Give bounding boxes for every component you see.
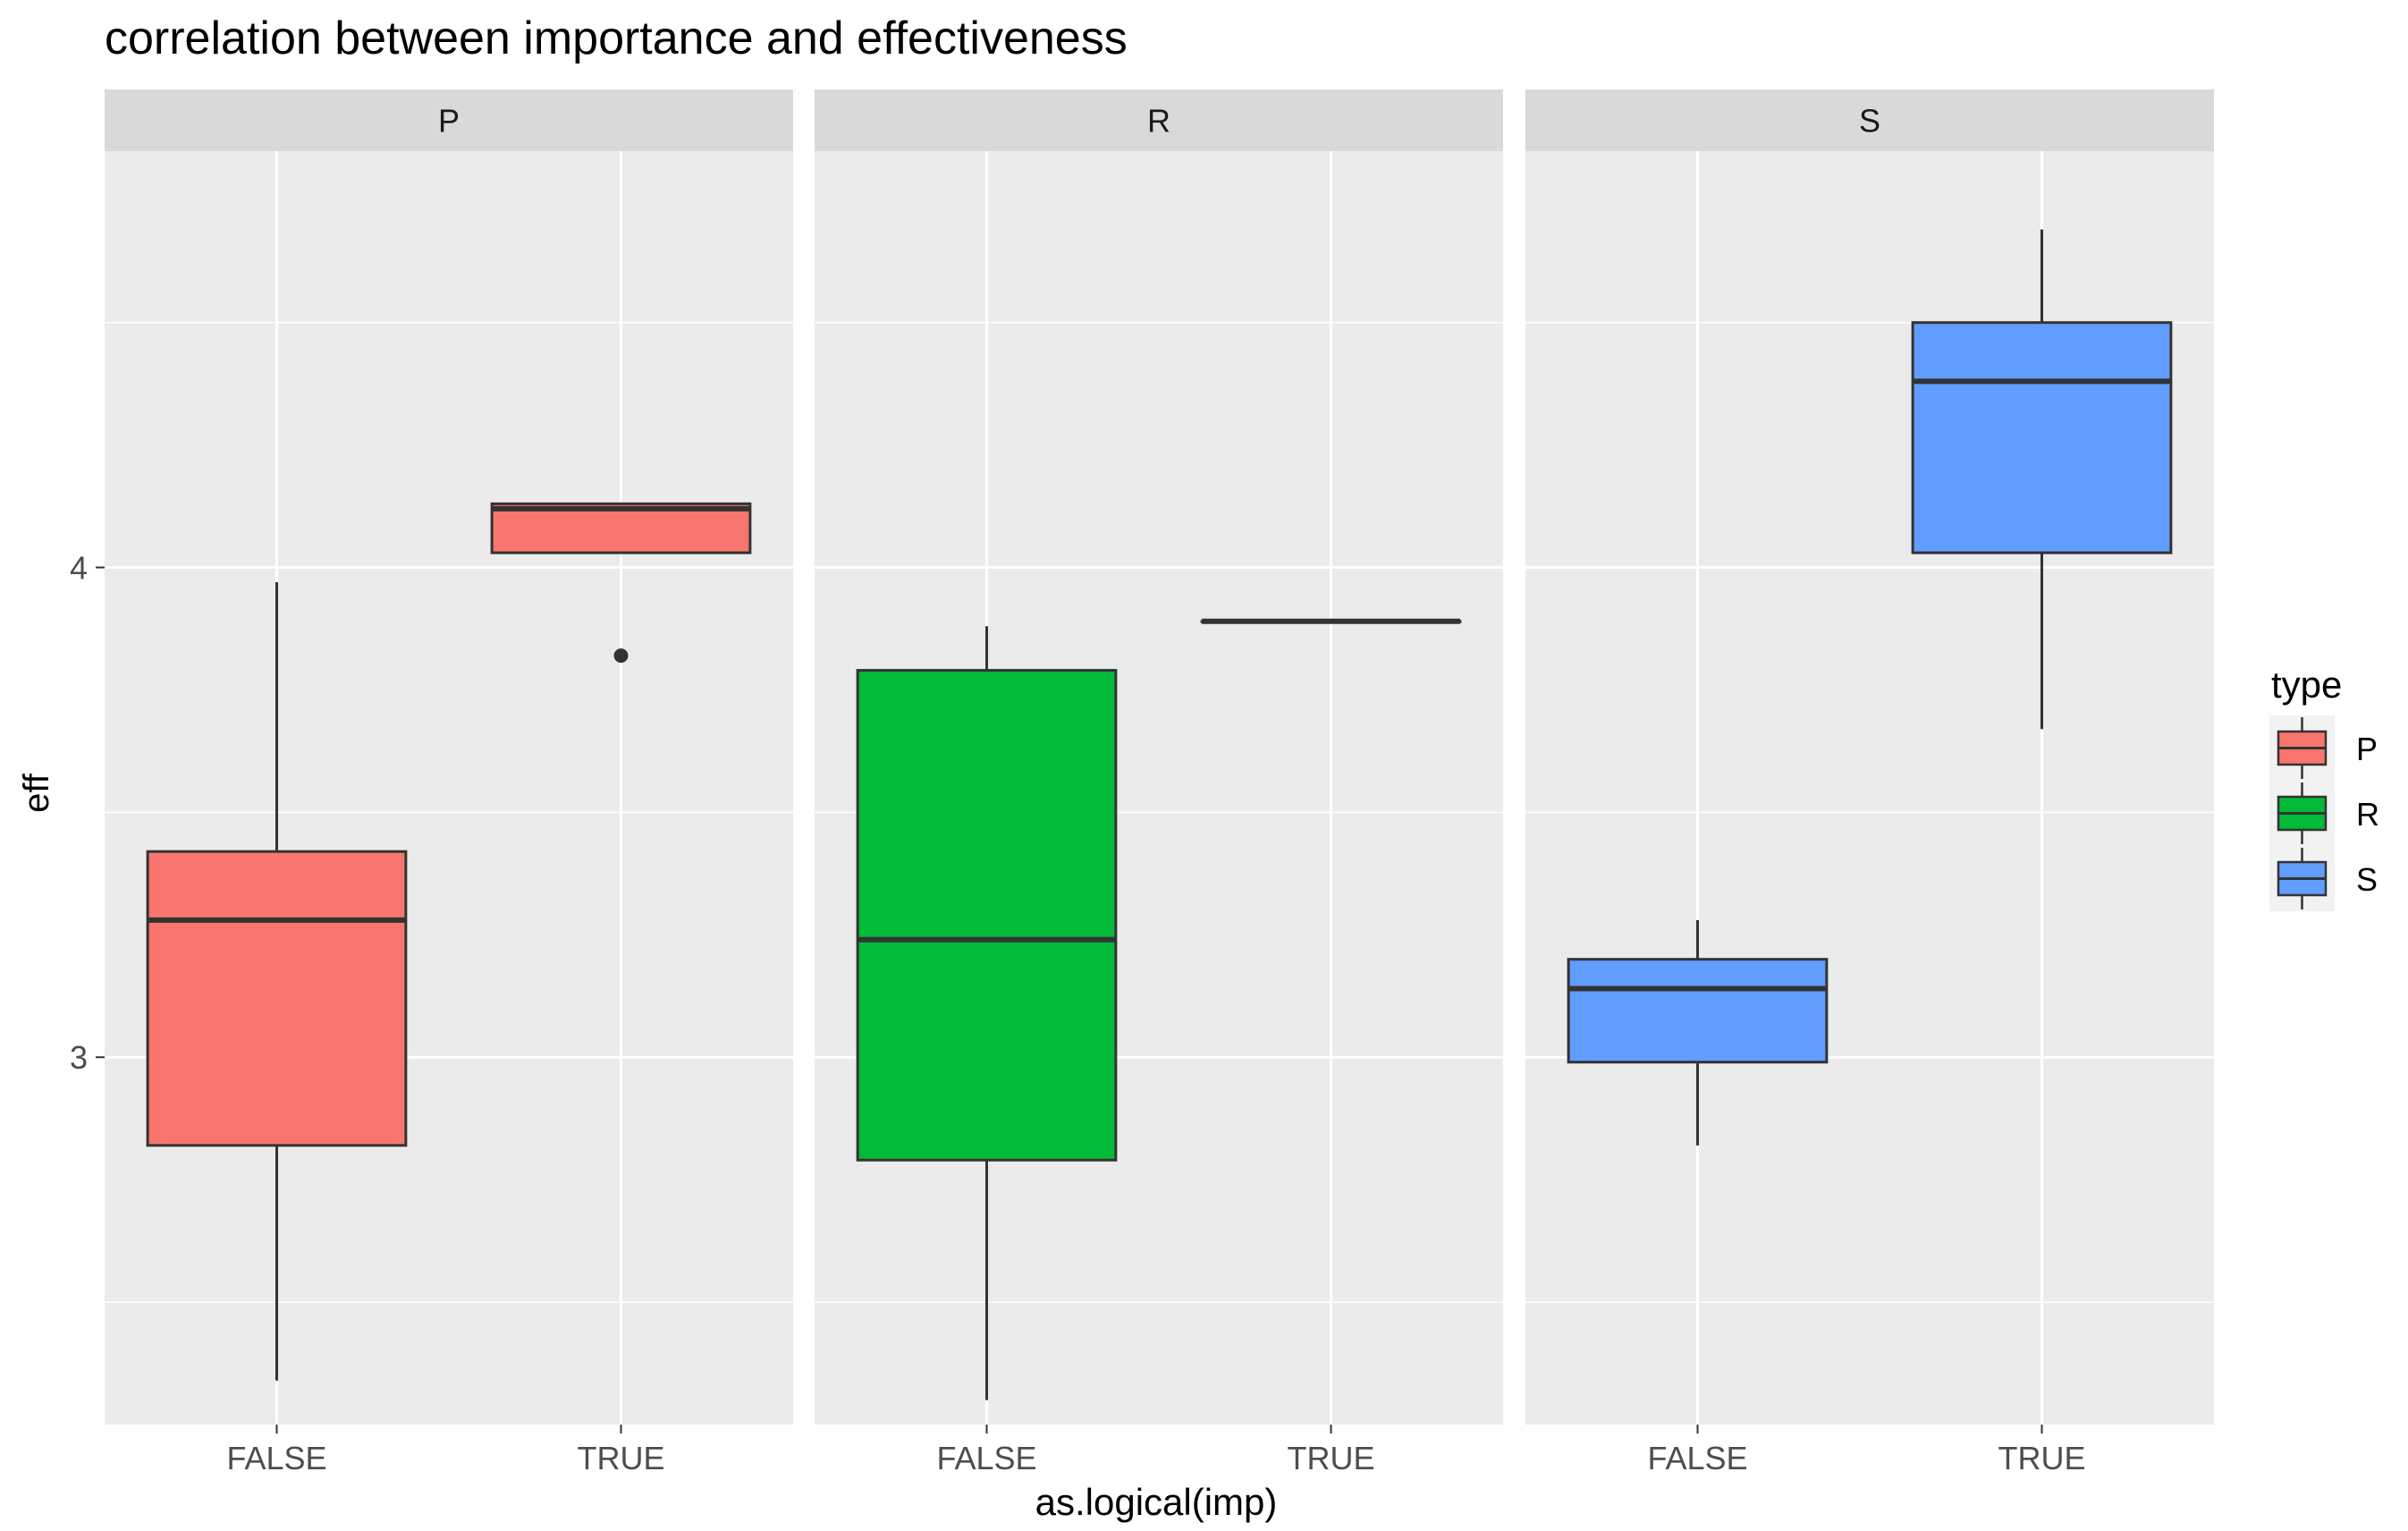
x-tick-label: TRUE <box>578 1440 665 1476</box>
x-tick-label: TRUE <box>1288 1440 1375 1476</box>
legend-item-label: R <box>2356 796 2379 833</box>
box-body <box>1567 958 1829 1064</box>
box-s-false <box>1567 919 1829 1146</box>
legend-item-r: R <box>2269 781 2379 846</box>
facet-strip <box>1525 89 2214 151</box>
legend-item-p: P <box>2269 715 2378 781</box>
x-tick-label: FALSE <box>936 1440 1036 1476</box>
box-body <box>490 502 752 554</box>
box-r-false <box>856 626 1118 1400</box>
facet-strip-label: R <box>1147 103 1170 140</box>
box-p-false <box>146 581 408 1381</box>
panel-background <box>105 151 793 1425</box>
y-tick-label: 4 <box>70 550 88 587</box>
y-axis-label: eff <box>17 773 56 813</box>
box-body <box>1911 321 2173 554</box>
facet-panel-s: S FALSE TRUE <box>1525 89 2214 1476</box>
facet-strip-label: S <box>1859 103 1880 140</box>
facet-panels: P FALSE TRUE R FALSE TRUE S FALSE TRUE <box>105 89 2214 1476</box>
facet-panel-p: P FALSE TRUE <box>105 89 793 1476</box>
legend-item-label: S <box>2356 861 2378 898</box>
facet-panel-r: R FALSE TRUE <box>815 89 1503 1476</box>
x-tick-label: FALSE <box>1647 1440 1747 1476</box>
legend-title: type <box>2271 664 2342 706</box>
facet-strip-label: P <box>438 103 460 140</box>
y-axis: 34 <box>70 550 105 1076</box>
box-body <box>856 669 1118 1162</box>
box-body <box>146 850 408 1147</box>
facet-strip <box>815 89 1503 151</box>
legend: type PRS <box>2269 664 2379 911</box>
legend-item-s: S <box>2269 846 2378 911</box>
x-tick-label: TRUE <box>1998 1440 2086 1476</box>
chart-title: correlation between importance and effec… <box>105 13 1128 64</box>
x-axis-label: as.logical(imp) <box>1035 1481 1278 1523</box>
box-p-true <box>490 502 752 664</box>
x-tick-label: FALSE <box>226 1440 326 1476</box>
facet-strip <box>105 89 793 151</box>
legend-item-label: P <box>2356 731 2378 767</box>
outlier-point <box>613 648 629 664</box>
box-s-true <box>1911 229 2173 730</box>
y-tick-label: 3 <box>70 1039 88 1076</box>
